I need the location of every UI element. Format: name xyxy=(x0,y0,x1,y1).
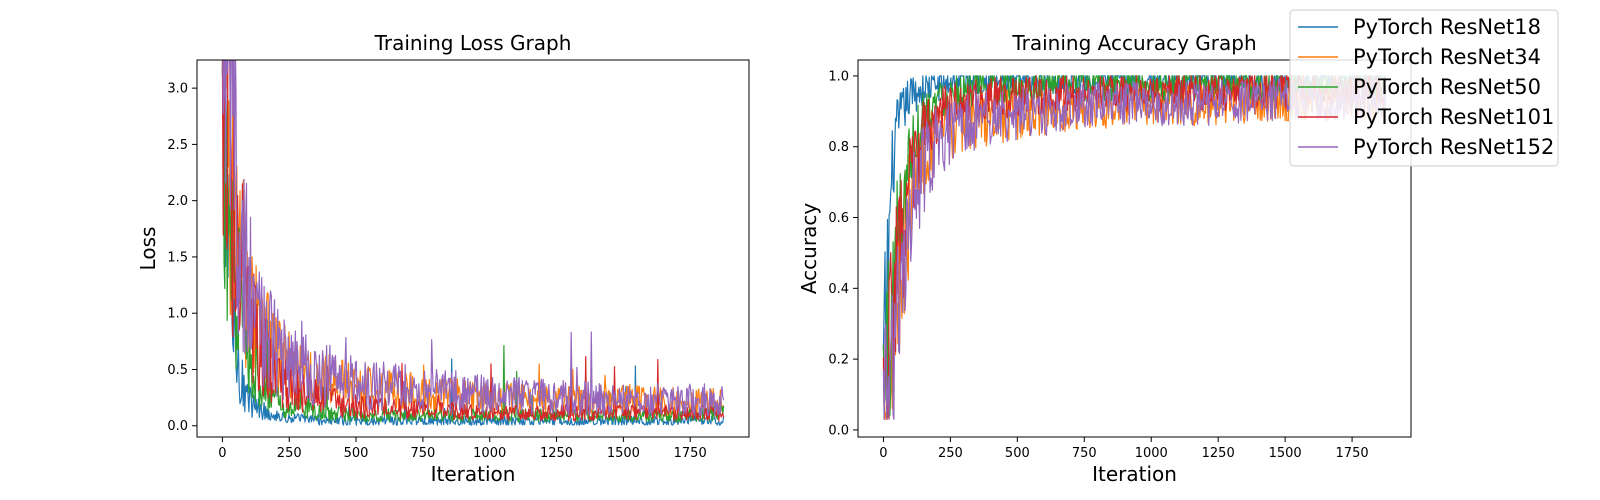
y-tick-label: 1.5 xyxy=(167,250,188,265)
series-line-5 xyxy=(222,60,725,417)
x-tick-label: 1500 xyxy=(1269,446,1302,461)
y-tick-label: 1.0 xyxy=(167,307,188,322)
x-tick-label: 1000 xyxy=(473,446,506,461)
y-tick-label: 0.5 xyxy=(167,363,188,378)
loss-chart: 0 250 500 750 1000 1250 1500 1750 0.0 0.5 1.0 1.5 2.… xyxy=(136,31,750,486)
y-tick-label: 0.2 xyxy=(828,353,849,368)
x-tick-label: 1750 xyxy=(674,446,707,461)
y-tick-label: 3.0 xyxy=(167,82,188,97)
x-tick-label: 1000 xyxy=(1135,446,1168,461)
y-tick-label: 2.0 xyxy=(167,194,188,209)
y-tick-label: 1.0 xyxy=(828,69,849,84)
x-tick-label: 250 xyxy=(277,446,302,461)
x-tick-label: 250 xyxy=(938,446,963,461)
legend-box xyxy=(1289,9,1559,167)
x-tick-label: 750 xyxy=(410,446,435,461)
y-tick-label: 0.6 xyxy=(828,211,849,226)
y-tick-label: 0.4 xyxy=(828,282,849,297)
chart-title: Training Accuracy Graph xyxy=(1011,31,1256,55)
y-axis-label: Loss xyxy=(136,227,160,271)
legend-label: PyTorch ResNet34 xyxy=(1353,45,1541,69)
x-tick-label: 1750 xyxy=(1336,446,1369,461)
x-tick-label: 500 xyxy=(1005,446,1030,461)
legend-label: PyTorch ResNet152 xyxy=(1353,135,1554,159)
y-tick-label: 0.0 xyxy=(167,419,188,434)
x-axis-label: Iteration xyxy=(431,462,516,486)
x-tick-label: 1250 xyxy=(1202,446,1235,461)
legend-label: PyTorch ResNet18 xyxy=(1353,15,1541,39)
y-tick-label: 0.8 xyxy=(828,140,849,155)
x-tick-label: 1500 xyxy=(607,446,640,461)
y-tick-label: 0.0 xyxy=(828,423,849,438)
legend: PyTorch ResNet18 PyTorch ResNet34 PyTorch … xyxy=(1289,9,1559,167)
legend-label: PyTorch ResNet101 xyxy=(1353,105,1554,129)
x-tick-label: 0 xyxy=(879,446,887,461)
x-axis-label: Iteration xyxy=(1092,462,1177,486)
y-axis-label: Accuracy xyxy=(797,203,821,294)
accuracy-chart: 0 250 500 750 1000 1250 1500 1750 0.0 0.2 0.4 0.6 0.… xyxy=(797,31,1412,486)
legend-label: PyTorch ResNet50 xyxy=(1353,75,1541,99)
plot-frame xyxy=(857,59,1412,438)
chart-title: Training Loss Graph xyxy=(374,31,572,55)
y-tick-label: 2.5 xyxy=(167,138,188,153)
x-tick-label: 500 xyxy=(344,446,369,461)
x-tick-label: 1250 xyxy=(540,446,573,461)
x-tick-label: 0 xyxy=(218,446,226,461)
x-tick-label: 750 xyxy=(1072,446,1097,461)
plot-frame xyxy=(196,59,750,438)
